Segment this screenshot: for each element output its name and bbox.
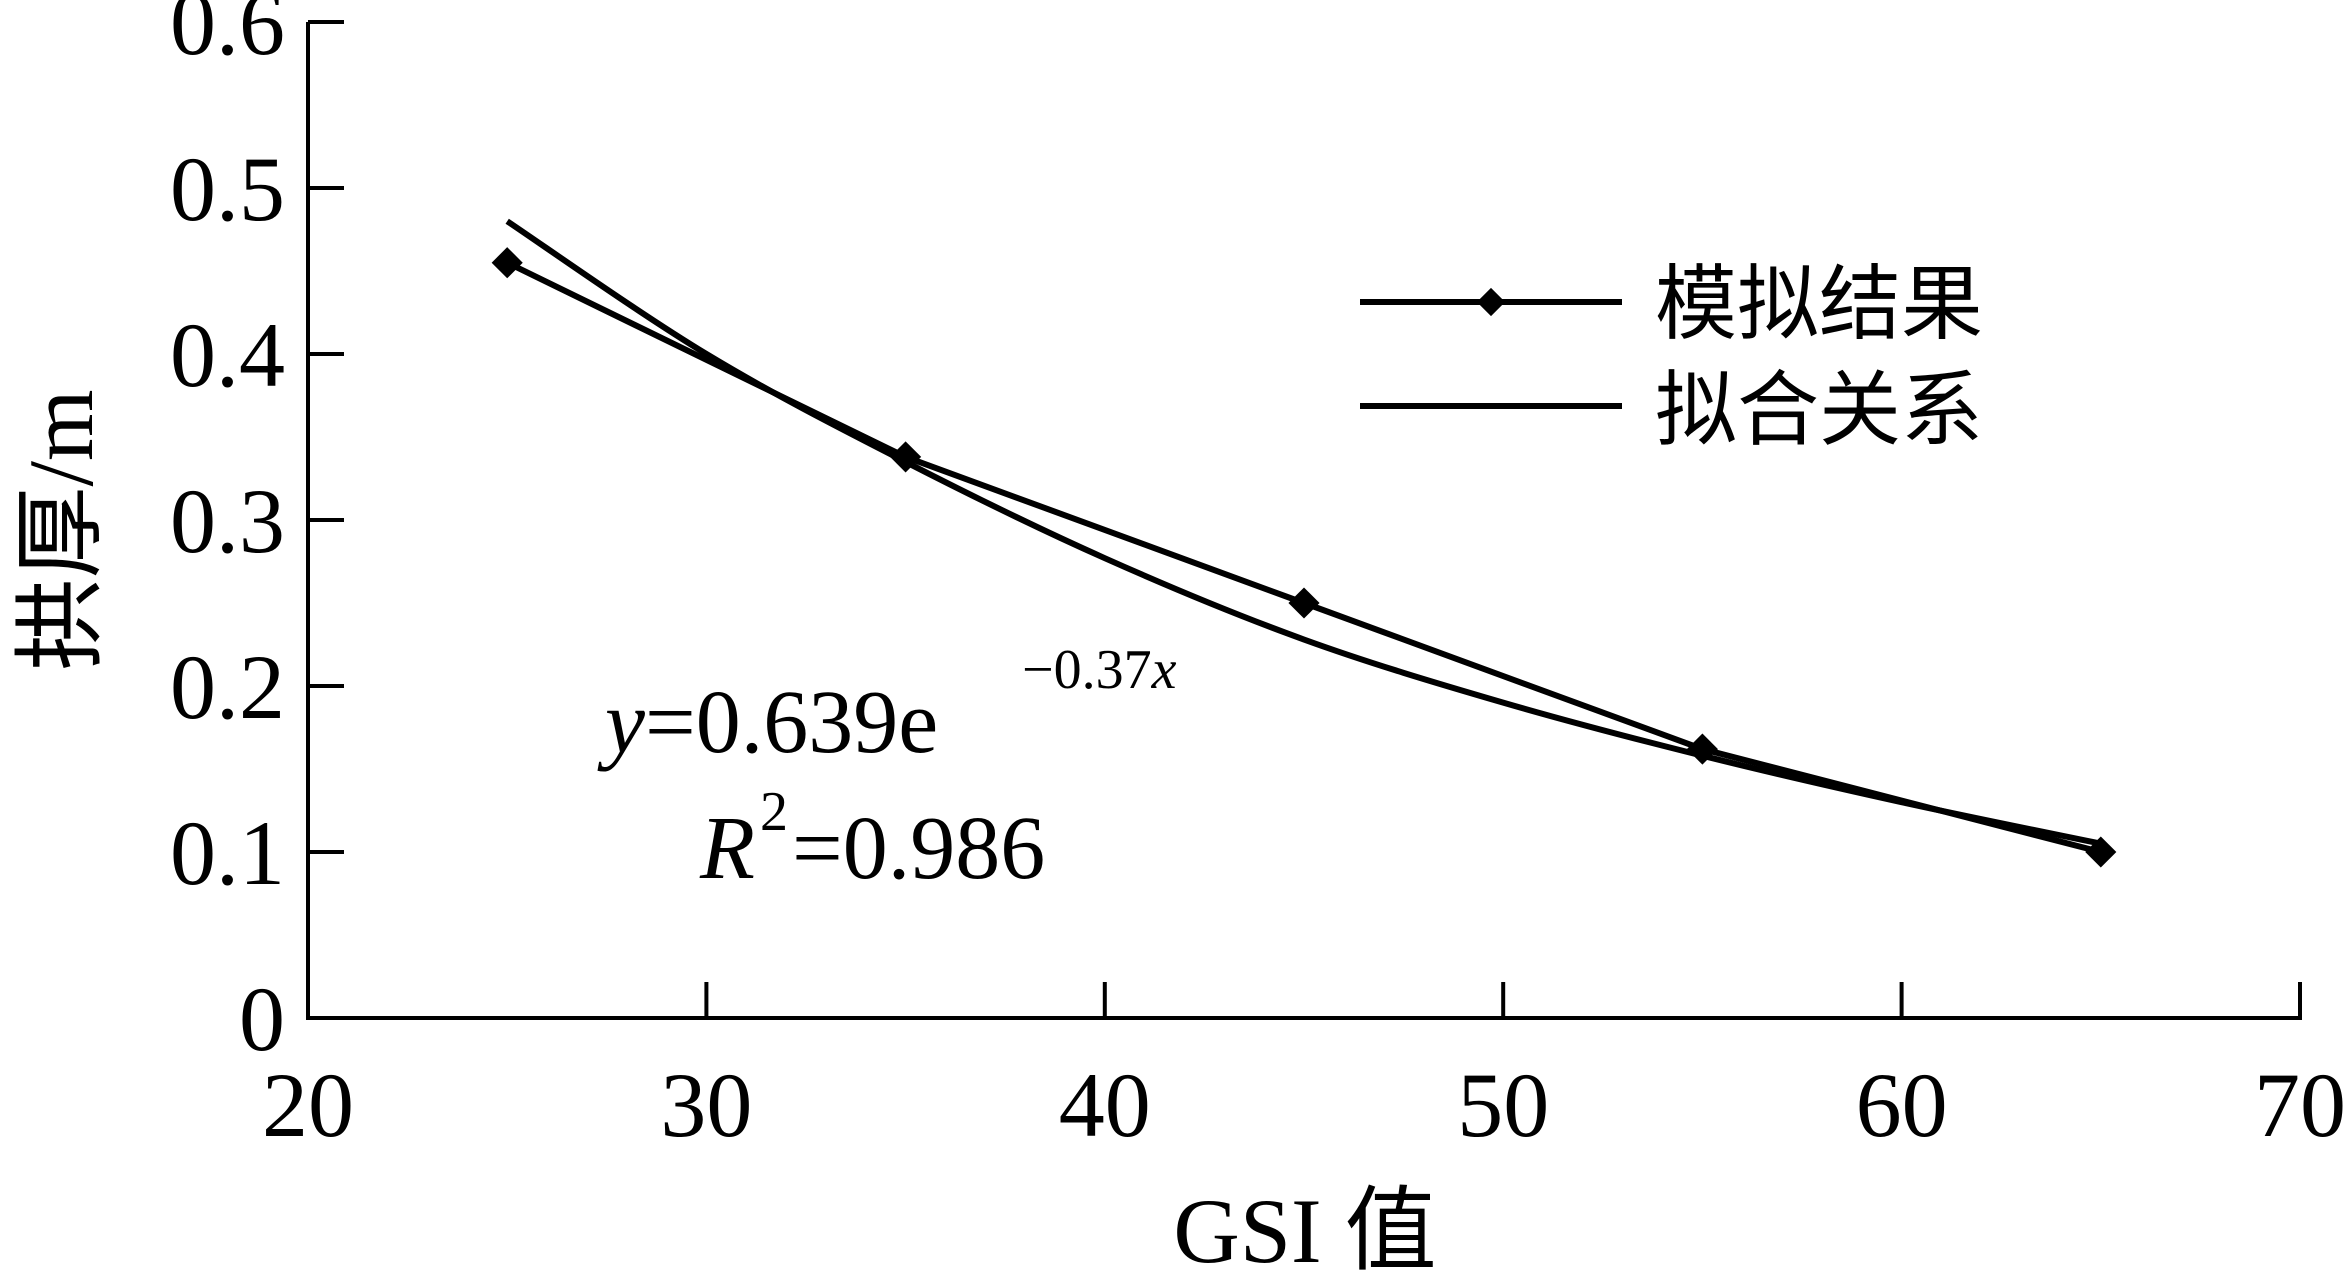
series-line-fit	[505, 218, 2102, 847]
data-point-marker	[1288, 587, 1320, 619]
fit-equation: y=0.639e −0.37x	[597, 639, 1177, 772]
eq-y: y	[597, 673, 645, 772]
x-tick-label: 70	[2254, 1054, 2346, 1156]
x-ticks: 20 30 40 50 60 70	[262, 982, 2346, 1156]
legend: 模拟结果 拟合关系	[1360, 257, 1983, 458]
r2-r: R	[699, 799, 755, 898]
y-ticks: 0 0.1 0.2 0.3 0.4 0.5 0.6	[170, 0, 344, 1070]
y-tick-label: 0.3	[170, 470, 285, 572]
data-point-marker	[491, 247, 523, 279]
y-axis-label: 拱厚/m	[10, 389, 112, 670]
svg-text:R: R	[699, 799, 755, 898]
svg-text:y=0.639e: y=0.639e	[597, 673, 938, 772]
x-tick-label: 60	[1856, 1054, 1948, 1156]
y-tick-label: 0.4	[170, 304, 285, 406]
legend-label-fit: 拟合关系	[1655, 363, 1983, 458]
eq-exp-num: −0.37	[1022, 639, 1152, 701]
x-tick-label: 50	[1457, 1054, 1549, 1156]
x-tick-label: 40	[1059, 1054, 1151, 1156]
eq-body: =0.639e	[645, 673, 938, 772]
y-tick-label: 0.5	[170, 138, 285, 240]
x-tick-label: 30	[660, 1054, 752, 1156]
x-axis-label: GSI 值	[1173, 1180, 1436, 1272]
eq-exp-var: x	[1151, 639, 1177, 701]
svg-text:−0.37x: −0.37x	[1022, 639, 1177, 701]
axes	[306, 22, 2302, 1020]
y-tick-label: 0.2	[170, 636, 285, 738]
y-tick-label: 0.6	[170, 0, 285, 74]
r2-sup: 2	[760, 781, 788, 843]
y-tick-label: 0.1	[170, 802, 285, 904]
legend-marker-simulated	[1476, 287, 1506, 317]
r2-body: =0.986	[792, 799, 1045, 898]
legend-label-simulated: 模拟结果	[1655, 257, 1983, 352]
r-squared: R 2 =0.986	[699, 781, 1045, 898]
y-tick-label: 0	[239, 968, 285, 1070]
x-tick-label: 20	[262, 1054, 354, 1156]
series-layer	[491, 218, 2117, 868]
